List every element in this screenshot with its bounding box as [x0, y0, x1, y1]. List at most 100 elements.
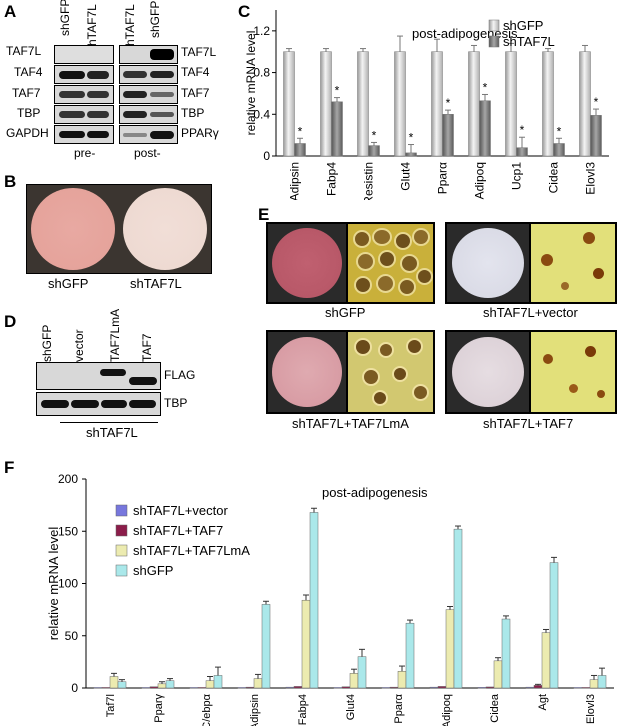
group-label-pre: pre- — [74, 146, 96, 160]
c-category-label: Elovl3 — [584, 162, 598, 195]
f-bar — [501, 618, 511, 689]
lane-label-4: shGFP — [148, 0, 162, 38]
plate-label-shgfp: shGFP — [48, 276, 89, 291]
c-category-label: Glut4 — [399, 162, 413, 191]
c-ylabel: relative mRNA level — [244, 31, 258, 136]
c-bar — [405, 152, 417, 157]
photo-e-shgfp-plate — [266, 222, 348, 304]
f-category-label: Pparγ — [153, 694, 165, 723]
c-bar — [468, 51, 480, 157]
f-category-label: Cidea — [489, 693, 501, 723]
f-bar — [357, 656, 367, 689]
blot-post-tbp — [119, 105, 178, 124]
blot-post-taf4 — [119, 65, 178, 84]
f-bar — [389, 686, 399, 689]
c-bar — [542, 51, 554, 157]
c-category-label: Cidea — [547, 162, 561, 194]
c-category-label: Fabp4 — [325, 162, 339, 196]
c-bar — [505, 51, 517, 157]
f-category-label: Adipsin — [249, 694, 261, 726]
photo-e-vector-cells — [529, 222, 617, 304]
row-label-taf7l-right: TAF7L — [181, 45, 217, 59]
f-legend-label: shTAF7L+TAF7 — [133, 523, 223, 538]
f-ytick-label: 0 — [71, 681, 78, 695]
f-bar — [541, 632, 551, 689]
f-bar — [141, 687, 151, 689]
c-significance-star: * — [483, 80, 488, 94]
c-bar — [579, 51, 591, 157]
f-bar — [205, 680, 215, 689]
plate-label-shtaf7l: shTAF7L — [130, 276, 182, 291]
dish-shgfp — [31, 188, 115, 270]
lane-label-d-2: vector — [72, 329, 86, 362]
row-label-taf7-left: TAF7 — [12, 86, 41, 100]
group-label-shtaf7l: shTAF7L — [86, 425, 138, 440]
f-legend-swatch — [115, 504, 128, 517]
f-category-label: Pparα — [393, 693, 405, 723]
blot-pre-taf7l — [54, 45, 114, 64]
group-line-d — [60, 422, 158, 423]
photo-e-taf7lma-plate — [266, 330, 348, 414]
row-label-taf7l-left: TAF7L — [6, 44, 42, 58]
blot-post-taf7l — [119, 45, 178, 64]
f-bar — [149, 686, 159, 689]
f-bar — [117, 681, 127, 689]
f-bar — [93, 687, 103, 689]
blot-d-tbp — [36, 392, 161, 416]
blot-pre-taf7 — [54, 85, 114, 104]
lane-label-d-4: TAF7 — [140, 333, 154, 362]
c-bar — [320, 51, 332, 157]
blot-pre-taf4 — [54, 65, 114, 84]
f-legend-swatch — [115, 544, 128, 557]
f-bar — [253, 678, 263, 689]
c-significance-star: * — [557, 124, 562, 138]
f-bar — [245, 686, 255, 689]
f-legend-swatch — [115, 524, 128, 537]
f-bar — [165, 680, 175, 689]
f-bar — [197, 687, 207, 689]
c-category-label: Pparα — [436, 162, 450, 194]
c-bar — [394, 51, 406, 157]
c-ytick-label: 1.2 — [253, 24, 270, 38]
f-bar — [493, 660, 503, 689]
f-bar — [237, 687, 247, 689]
c-legend-label-shtaf7l: shTAF7L — [503, 34, 555, 49]
c-category-label: Adipoq — [473, 162, 487, 199]
c-bar — [357, 51, 369, 157]
blot-pre-gapdh — [54, 125, 114, 144]
f-ytick-label: 150 — [58, 524, 78, 538]
f-category-label: C/ebpα — [201, 693, 213, 726]
lane-label-d-1: shGFP — [40, 324, 54, 362]
f-bar — [581, 687, 591, 689]
c-significance-star: * — [409, 131, 414, 145]
f-category-label: Taf7l — [105, 694, 117, 717]
row-label-gapdh-left: GAPDH — [6, 126, 49, 140]
c-bar — [331, 101, 343, 157]
c-legend-swatch-shgfp — [488, 19, 500, 32]
f-ytick-label: 100 — [58, 577, 78, 591]
blot-post-ppar — [119, 125, 178, 144]
f-ytick-label: 50 — [65, 629, 79, 643]
f-bar — [533, 685, 543, 689]
e-label-shgfp: shGFP — [325, 305, 366, 320]
c-legend-swatch-shtaf7l — [488, 35, 500, 48]
c-bar — [431, 51, 443, 157]
row-label-taf4-right: TAF4 — [181, 65, 210, 79]
f-bar — [405, 622, 415, 689]
f-bar — [293, 686, 303, 689]
f-legend-swatch — [115, 564, 128, 577]
row-label-taf4-left: TAF4 — [14, 65, 43, 79]
c-significance-star: * — [594, 95, 599, 109]
chart-f: 0 50 100 150 200 relative mRNA level post-adip… — [46, 472, 614, 726]
f-bar — [341, 686, 351, 689]
blot-post-taf7 — [119, 85, 178, 104]
f-bar — [485, 686, 495, 689]
c-legend-label-shgfp: shGFP — [503, 18, 543, 33]
f-bar — [349, 673, 359, 689]
f-bar — [261, 604, 271, 689]
dish-shtaf7l — [123, 188, 207, 270]
f-bar — [589, 679, 599, 689]
c-bar — [590, 115, 602, 157]
c-category-label: Adipsin — [288, 162, 302, 200]
